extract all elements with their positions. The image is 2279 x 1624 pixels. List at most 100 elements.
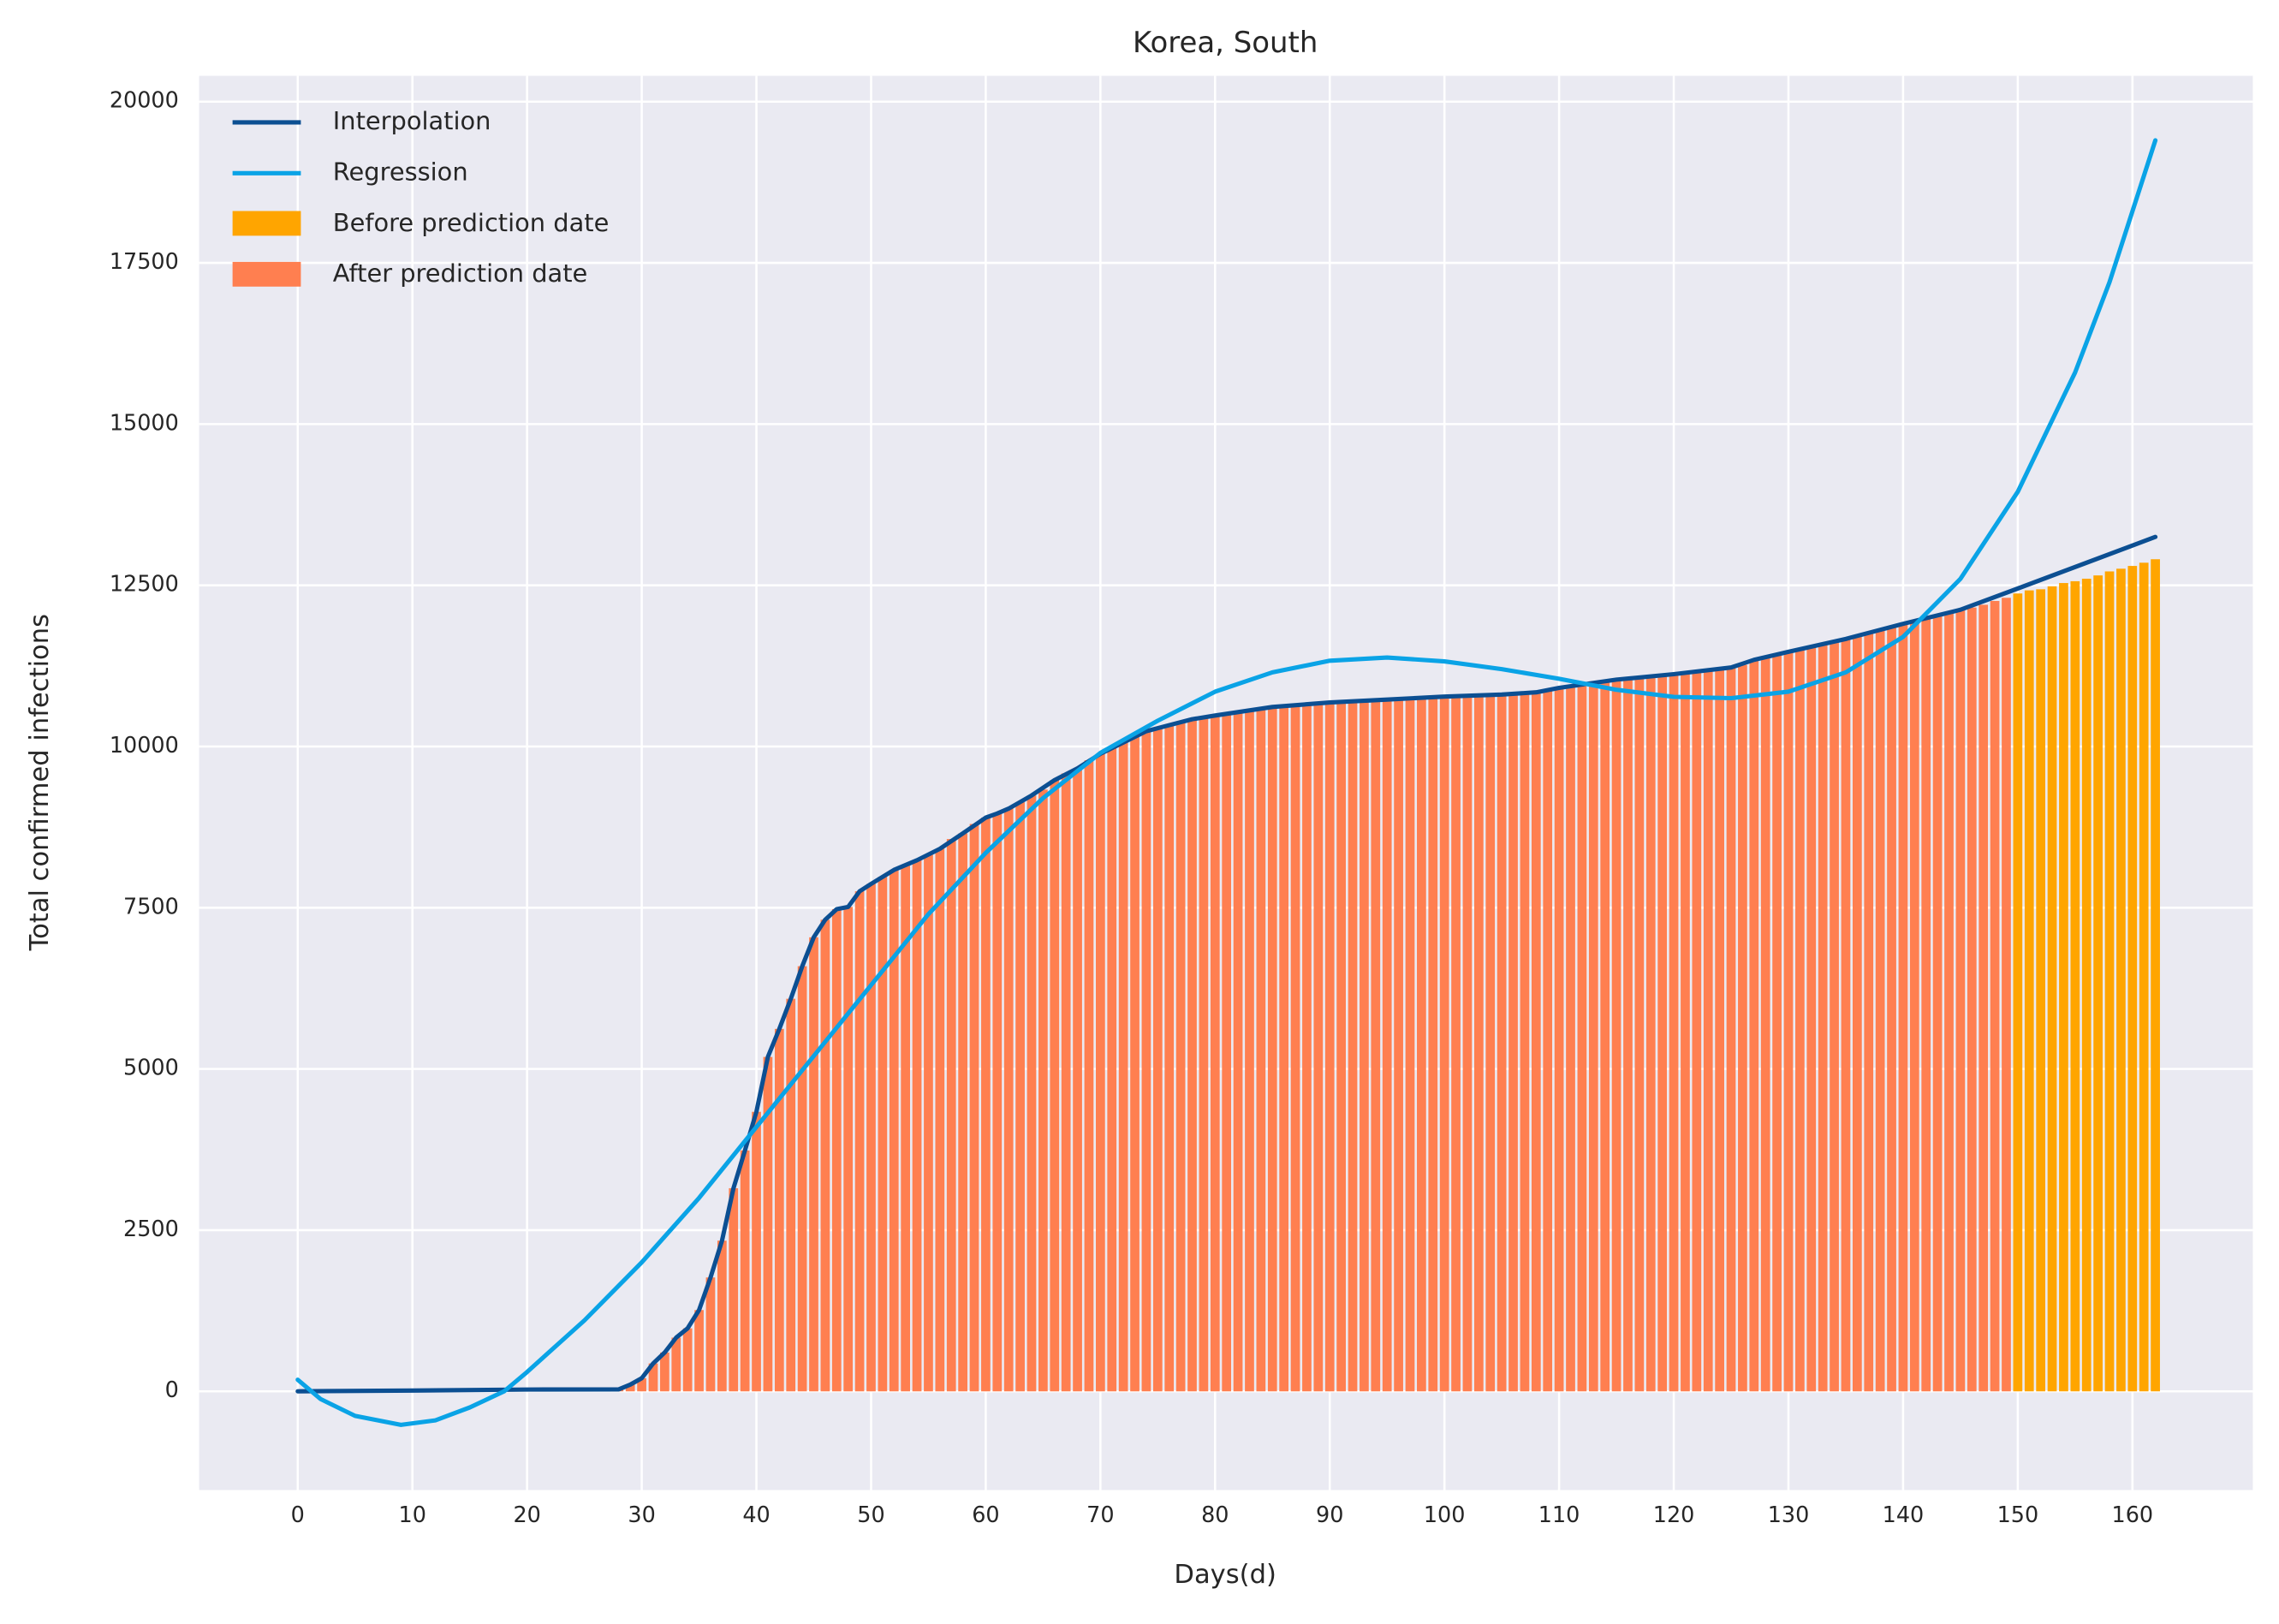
y-tick-label: 0 bbox=[165, 1377, 179, 1403]
bar bbox=[1050, 780, 1060, 1392]
bar bbox=[2081, 578, 2092, 1392]
bar bbox=[660, 1352, 669, 1392]
bar bbox=[1222, 713, 1232, 1392]
bar bbox=[1887, 627, 1896, 1392]
bar bbox=[774, 1028, 784, 1392]
bar bbox=[2002, 598, 2011, 1392]
bar bbox=[1979, 604, 1989, 1392]
bar bbox=[1187, 719, 1197, 1392]
bar bbox=[1577, 684, 1587, 1392]
bar bbox=[1038, 789, 1048, 1392]
bar bbox=[1645, 676, 1656, 1392]
bar bbox=[2139, 562, 2149, 1392]
bar bbox=[2013, 593, 2023, 1392]
bar bbox=[2093, 575, 2103, 1392]
bar bbox=[1795, 649, 1805, 1392]
bar bbox=[1473, 694, 1484, 1392]
bar bbox=[1749, 659, 1759, 1392]
y-tick-label: 12500 bbox=[110, 572, 179, 598]
bar bbox=[1634, 677, 1645, 1392]
bar bbox=[1508, 693, 1518, 1392]
x-tick-label: 30 bbox=[628, 1502, 655, 1528]
bar bbox=[866, 883, 876, 1392]
bar bbox=[2047, 586, 2057, 1392]
bar bbox=[2070, 580, 2080, 1392]
bar bbox=[1267, 706, 1277, 1392]
x-tick-label: 50 bbox=[857, 1502, 884, 1528]
bar bbox=[2024, 590, 2034, 1392]
bar bbox=[1405, 698, 1415, 1392]
bar bbox=[889, 870, 899, 1392]
bar bbox=[946, 839, 956, 1392]
bar bbox=[1760, 656, 1770, 1392]
x-tick-label: 100 bbox=[1424, 1502, 1466, 1528]
bar bbox=[981, 818, 991, 1392]
bar bbox=[694, 1310, 704, 1392]
bar bbox=[1324, 702, 1335, 1392]
bar bbox=[1772, 653, 1782, 1392]
bar bbox=[1073, 768, 1082, 1392]
bar bbox=[1394, 699, 1403, 1392]
bar bbox=[969, 824, 979, 1392]
bar bbox=[1543, 690, 1553, 1392]
bar bbox=[1371, 699, 1381, 1392]
bar bbox=[637, 1377, 646, 1392]
bar bbox=[1382, 699, 1392, 1392]
x-tick-label: 60 bbox=[972, 1502, 999, 1528]
bar bbox=[1439, 696, 1449, 1392]
bar bbox=[1497, 694, 1507, 1392]
y-tick-label: 10000 bbox=[110, 733, 179, 758]
bar bbox=[1623, 678, 1633, 1392]
legend-label: Before prediction date bbox=[333, 208, 610, 237]
bar bbox=[831, 908, 842, 1392]
bar bbox=[752, 1111, 761, 1392]
x-tick-label: 0 bbox=[291, 1502, 305, 1528]
bar bbox=[1428, 697, 1438, 1392]
bar bbox=[1944, 611, 1954, 1392]
bar bbox=[1336, 701, 1346, 1392]
bar bbox=[729, 1187, 739, 1392]
bar bbox=[958, 833, 967, 1392]
bar bbox=[992, 813, 1003, 1392]
bar bbox=[1818, 644, 1828, 1392]
bar bbox=[854, 891, 865, 1392]
bar bbox=[1118, 742, 1128, 1392]
bar bbox=[843, 907, 854, 1392]
bar bbox=[1715, 669, 1724, 1392]
bar bbox=[1909, 621, 1919, 1392]
bar bbox=[1313, 703, 1324, 1392]
bar bbox=[1095, 753, 1105, 1392]
bar bbox=[1107, 747, 1117, 1392]
bar bbox=[1290, 704, 1300, 1392]
bar bbox=[1864, 632, 1874, 1392]
bar bbox=[1841, 639, 1851, 1392]
x-tick-label: 150 bbox=[1997, 1502, 2039, 1528]
y-tick-label: 17500 bbox=[110, 249, 179, 275]
bar bbox=[1520, 693, 1530, 1392]
bar bbox=[1898, 623, 1908, 1392]
bar bbox=[648, 1363, 658, 1392]
x-tick-label: 40 bbox=[742, 1502, 770, 1528]
bar bbox=[1783, 651, 1794, 1392]
bar bbox=[809, 937, 818, 1392]
y-axis-label: Total confirmed infections bbox=[25, 614, 55, 951]
bar bbox=[682, 1328, 693, 1392]
legend-label: After prediction date bbox=[333, 259, 588, 288]
bar bbox=[1657, 675, 1668, 1392]
bar bbox=[2036, 589, 2046, 1392]
bar bbox=[1852, 635, 1862, 1392]
bar bbox=[1703, 669, 1713, 1392]
bar bbox=[2151, 559, 2160, 1392]
bar bbox=[1600, 681, 1610, 1392]
legend-label: Regression bbox=[333, 157, 468, 186]
bar bbox=[2104, 571, 2115, 1392]
bar bbox=[1245, 710, 1254, 1392]
bar bbox=[924, 854, 933, 1392]
bar bbox=[1015, 801, 1025, 1392]
bar bbox=[717, 1240, 727, 1392]
x-axis-label: Days(d) bbox=[1174, 1560, 1276, 1590]
bar bbox=[1692, 671, 1702, 1392]
y-tick-label: 2500 bbox=[123, 1217, 179, 1242]
